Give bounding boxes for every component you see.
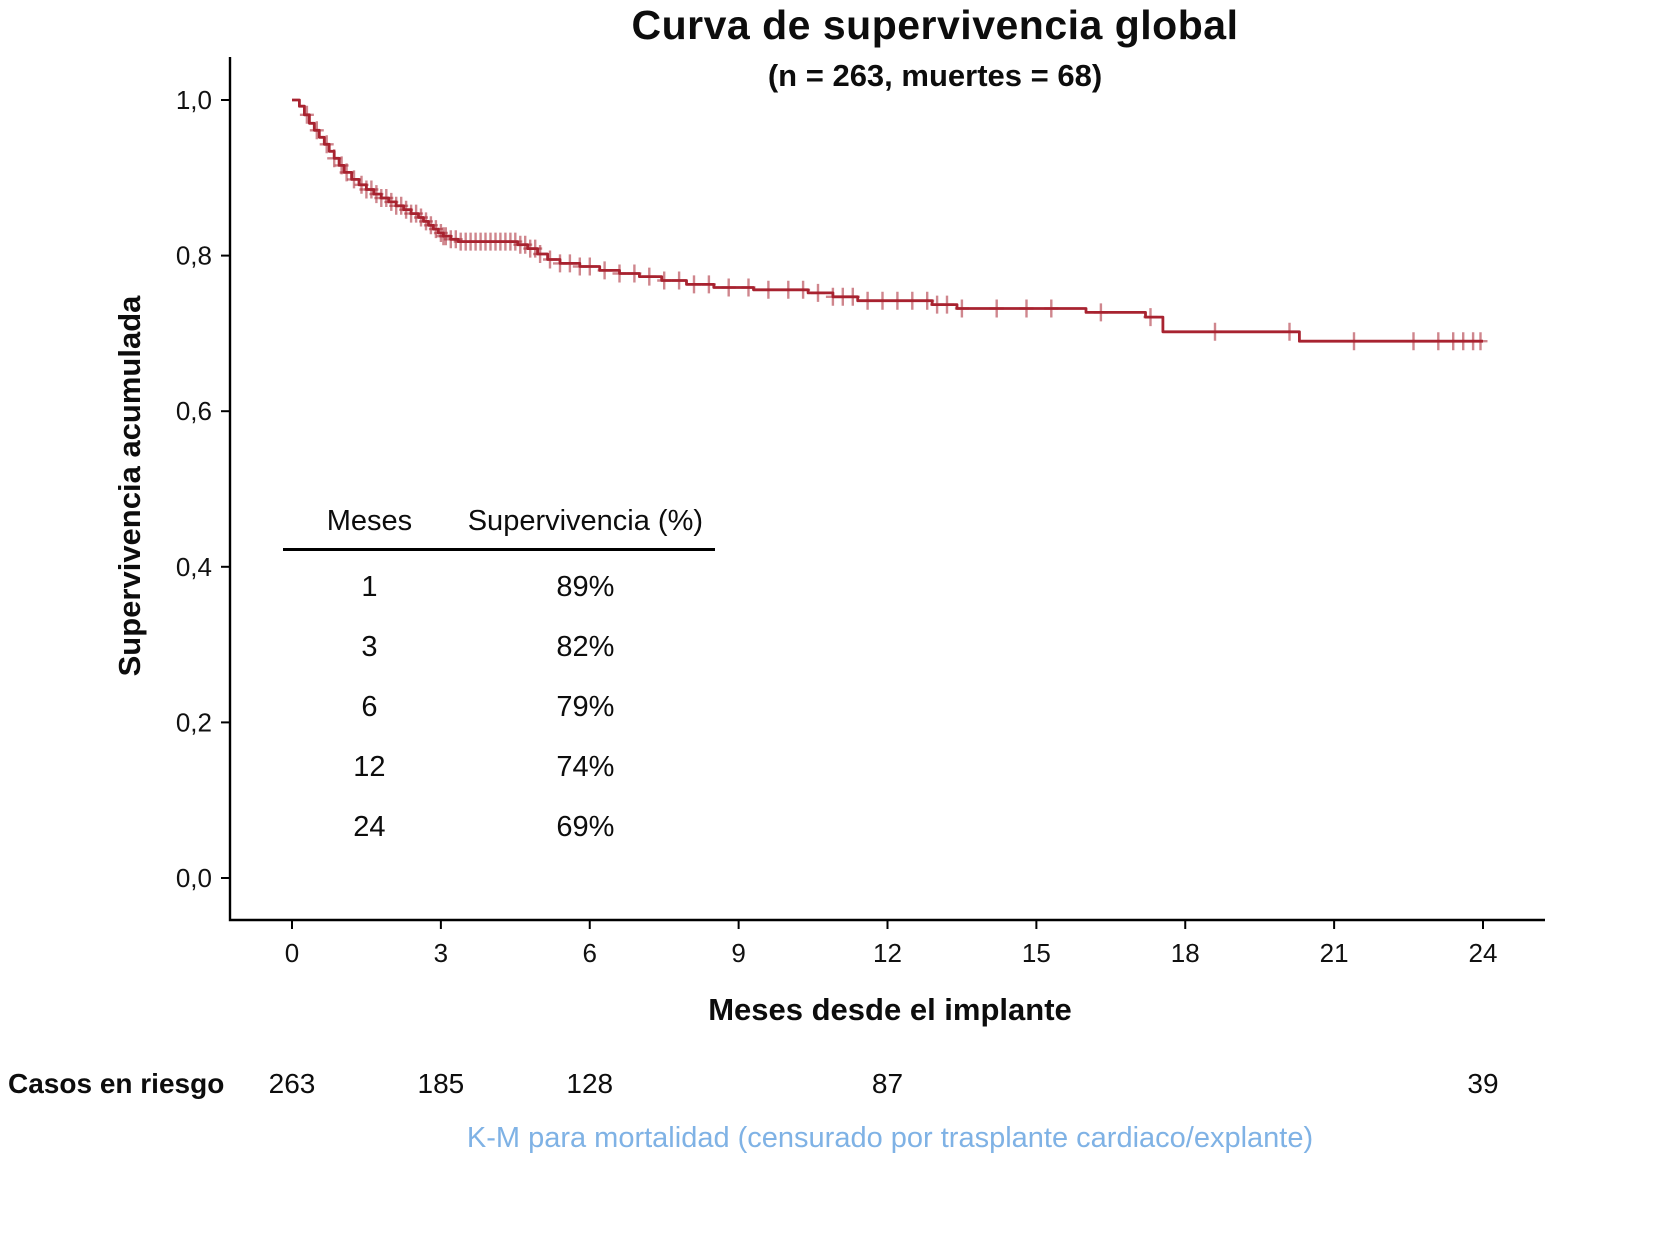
censor-mark: [1406, 332, 1421, 351]
censor-mark: [672, 271, 687, 290]
censor-mark: [701, 275, 716, 294]
censor-mark: [687, 275, 701, 294]
risk-count-month-3: 185: [417, 1068, 465, 1099]
y-tick-label: 0,0: [176, 863, 212, 893]
y-tick-label: 1,0: [176, 85, 212, 115]
censor-mark: [309, 121, 324, 140]
censor-mark: [1473, 332, 1488, 351]
x-tick-label: 24: [1469, 938, 1498, 968]
table-header-supervivencia: Supervivencia (%): [467, 505, 704, 537]
table-cell-meses: 6: [361, 690, 378, 723]
censor-mark: [1044, 299, 1059, 318]
x-tick-label: 12: [873, 938, 902, 968]
axes-frame: [228, 57, 1545, 922]
y-tick-label: 0,8: [176, 241, 212, 271]
risk-row-label: Casos en riesgo: [8, 1068, 225, 1099]
censor-mark: [299, 105, 314, 124]
y-axis-label: Supervivencia acumulada: [112, 295, 147, 677]
censor-mark: [1019, 299, 1034, 318]
x-tick-label: 15: [1022, 938, 1051, 968]
x-tick-label: 9: [731, 938, 745, 968]
censor-mark: [761, 280, 776, 299]
censor-mark: [845, 287, 860, 306]
table-cell-meses: 12: [353, 750, 386, 783]
censor-mark: [1093, 303, 1108, 322]
table-cell-meses: 24: [353, 810, 386, 843]
table-row: 24 69%: [283, 797, 715, 857]
km-curve: [292, 98, 1483, 343]
x-tick-label: 0: [285, 938, 299, 968]
table-row: 3 82%: [283, 617, 715, 677]
risk-count-month-6: 128: [566, 1068, 614, 1099]
table-row: 1 89%: [283, 557, 715, 617]
censor-mark: [562, 254, 577, 273]
censor-mark: [890, 291, 905, 310]
censor-mark: [582, 257, 597, 276]
censor-mark: [796, 280, 811, 299]
censor-mark: [347, 170, 361, 189]
risk-count-month-0: 263: [268, 1068, 316, 1099]
censor-mark: [612, 264, 627, 283]
footer-caption: K-M para mortalidad (censurado por trasp…: [466, 1122, 1314, 1154]
censor-mark: [597, 261, 612, 280]
censor-mark: [875, 291, 890, 310]
table-header-row: Meses Supervivencia (%): [283, 505, 715, 551]
y-tick-label: 0,6: [176, 396, 212, 426]
table-cell-supervivencia: 79%: [556, 690, 615, 723]
censor-mark: [1282, 322, 1297, 341]
survival-summary-table: Meses Supervivencia (%) 1 89% 3 82% 6 79…: [283, 505, 715, 857]
censor-mark: [1143, 308, 1158, 327]
censor-mark: [721, 278, 736, 297]
censor-mark: [543, 250, 557, 269]
censor-mark: [657, 271, 672, 290]
chart-subtitle: (n = 263, muertes = 68): [767, 58, 1103, 93]
y-tick-label: 0,2: [176, 707, 212, 737]
censor-mark: [860, 291, 875, 310]
censor-mark: [533, 245, 548, 263]
table-cell-meses: 3: [361, 630, 378, 663]
table-cell-meses: 1: [361, 570, 378, 603]
censor-mark: [1208, 322, 1222, 341]
x-axis-label: Meses desde el implante: [708, 992, 1072, 1027]
table-cell-supervivencia: 82%: [556, 630, 615, 663]
table-cell-supervivencia: 89%: [556, 570, 615, 603]
censor-mark: [905, 291, 920, 310]
x-tick-label: 6: [583, 938, 597, 968]
censor-mark: [954, 299, 969, 318]
censor-mark: [319, 135, 334, 154]
risk-count-month-12: 87: [871, 1068, 904, 1099]
chart-title: Curva de supervivencia global: [631, 2, 1239, 48]
censor-mark: [642, 267, 657, 286]
censor-mark: [741, 278, 756, 297]
y-tick-label: 0,4: [176, 552, 212, 582]
censor-mark: [811, 283, 825, 302]
censor-mark: [989, 299, 1004, 318]
table-cell-supervivencia: 74%: [556, 750, 615, 783]
table-body: 1 89% 3 82% 6 79% 12 74% 24 69%: [283, 551, 715, 857]
table-header-meses: Meses: [326, 505, 413, 537]
risk-row-values: 263 185 128 87 39: [0, 1068, 1675, 1108]
censor-mark: [940, 295, 954, 314]
censor-mark: [920, 291, 935, 310]
x-tick-label: 3: [434, 938, 448, 968]
censor-mark: [1347, 332, 1361, 351]
table-row: 6 79%: [283, 677, 715, 737]
censor-mark: [627, 264, 642, 283]
risk-count-month-24: 39: [1467, 1068, 1499, 1099]
censor-mark: [1431, 332, 1446, 351]
censor-mark: [339, 163, 354, 182]
x-tick-label: 21: [1320, 938, 1349, 968]
censor-mark: [327, 149, 342, 168]
table-cell-supervivencia: 69%: [556, 810, 615, 843]
censor-mark: [781, 280, 796, 299]
table-row: 12 74%: [283, 737, 715, 797]
x-tick-label: 18: [1171, 938, 1200, 968]
